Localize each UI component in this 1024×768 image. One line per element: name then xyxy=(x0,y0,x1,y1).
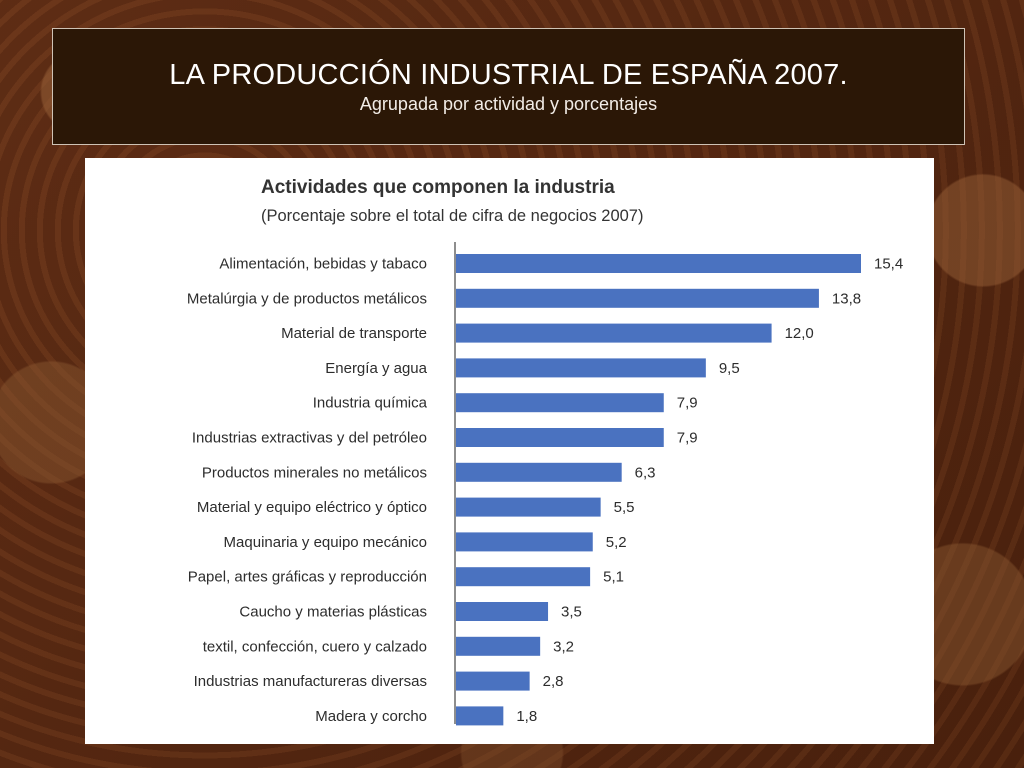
value-label: 5,5 xyxy=(614,499,635,516)
value-label: 7,9 xyxy=(677,395,698,412)
category-label: Madera y corcho xyxy=(315,708,427,725)
category-label: Material de transporte xyxy=(281,325,427,342)
value-label: 9,5 xyxy=(719,360,740,377)
slide-title: LA PRODUCCIÓN INDUSTRIAL DE ESPAÑA 2007. xyxy=(169,59,848,91)
category-label: Caucho y materias plásticas xyxy=(239,604,427,621)
bar xyxy=(456,428,664,447)
value-label: 15,4 xyxy=(874,256,903,273)
slide-title-box: LA PRODUCCIÓN INDUSTRIAL DE ESPAÑA 2007.… xyxy=(52,28,965,145)
bar xyxy=(456,358,706,378)
chart-title: Actividades que componen la industria xyxy=(261,177,615,198)
bar xyxy=(456,288,819,308)
bar xyxy=(456,602,549,621)
value-label: 1,8 xyxy=(516,708,537,725)
category-label: Industrias manufactureras diversas xyxy=(194,673,427,690)
category-label: Material y equipo eléctrico y óptico xyxy=(197,499,427,516)
value-label: 2,8 xyxy=(543,673,564,690)
bar xyxy=(456,462,622,482)
category-label: Industrias extractivas y del petróleo xyxy=(192,430,427,447)
category-label: Papel, artes gráficas y reproducción xyxy=(188,569,427,586)
bar xyxy=(456,497,601,517)
bar xyxy=(456,532,593,552)
category-label: textil, confección, cuero y calzado xyxy=(203,638,427,655)
category-label: Maquinaria y equipo mecánico xyxy=(224,534,427,551)
slide-subtitle: Agrupada por actividad y porcentajes xyxy=(359,94,658,114)
value-label: 12,0 xyxy=(785,325,814,342)
value-label: 3,2 xyxy=(553,638,574,655)
bar-group: Alimentación, bebidas y tabaco 15,4 Metalú… xyxy=(187,254,903,726)
bar xyxy=(456,393,664,413)
category-label: Energía y agua xyxy=(325,360,427,377)
bar-chart: Actividades que componen la industria (P… xyxy=(187,177,903,726)
bar xyxy=(456,567,591,587)
value-label: 5,1 xyxy=(603,569,624,586)
chart-subtitle: (Porcentaje sobre el total de cifra de n… xyxy=(261,207,643,225)
value-label: 7,9 xyxy=(677,430,698,447)
category-label: Industria química xyxy=(313,395,428,412)
bar xyxy=(456,636,541,656)
bar xyxy=(456,706,504,726)
category-label: Alimentación, bebidas y tabaco xyxy=(219,256,427,273)
value-label: 13,8 xyxy=(832,290,861,307)
value-label: 5,2 xyxy=(606,534,627,551)
bar xyxy=(456,323,772,343)
category-label: Metalúrgia y de productos metálicos xyxy=(187,290,427,307)
chart-panel: Actividades que componen la industria (P… xyxy=(85,158,934,744)
bar xyxy=(456,254,861,273)
category-label: Productos minerales no metálicos xyxy=(202,464,427,481)
value-label: 3,5 xyxy=(561,604,582,621)
value-label: 6,3 xyxy=(635,464,656,481)
bar xyxy=(456,671,530,691)
